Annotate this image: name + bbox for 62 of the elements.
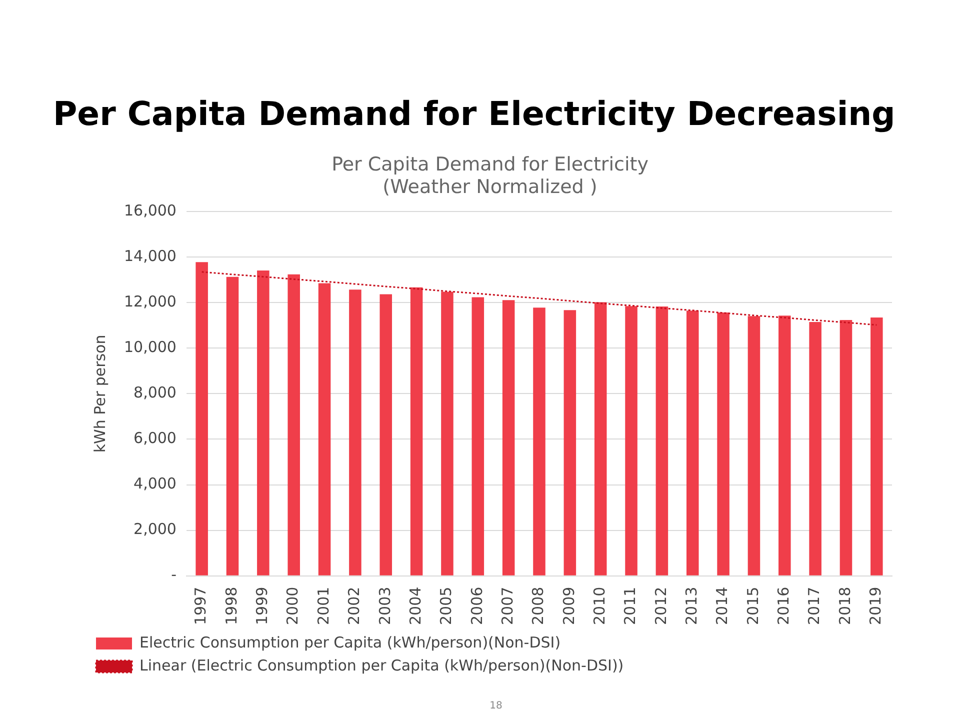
bar <box>656 306 668 576</box>
bar <box>410 287 423 576</box>
bar <box>196 262 208 576</box>
y-tick-label: 12,000 <box>124 292 176 311</box>
x-tick-label: 2001 <box>314 586 332 626</box>
x-tick-label: 2000 <box>284 586 302 626</box>
bar <box>748 316 760 576</box>
x-tick-label: 2011 <box>621 586 640 626</box>
x-tick-label: 2009 <box>560 586 578 626</box>
bar <box>809 322 822 576</box>
x-tick-label: 1997 <box>192 586 210 626</box>
x-tick-label: 2003 <box>376 586 394 626</box>
x-tick-label: 2015 <box>744 586 762 626</box>
bar <box>349 290 362 576</box>
x-tick-label: 2004 <box>406 586 424 626</box>
y-tick-label: 14,000 <box>124 247 176 266</box>
x-tick-label: 1998 <box>222 586 240 626</box>
x-tick-label: 2012 <box>652 586 670 626</box>
legend-label: Electric Consumption per Capita (kWh/person)(Non-DSI) <box>140 633 561 652</box>
bar <box>288 274 300 576</box>
x-tick-label: 2005 <box>437 586 456 626</box>
x-tick-label: 2006 <box>468 586 486 626</box>
text: 18 <box>490 700 502 712</box>
legend-label: Linear (Electric Consumption per Capita (kWh/person)(Non-DSI)) <box>140 656 624 674</box>
x-tick-label: 2008 <box>529 586 548 626</box>
y-tick-label: 6,000 <box>134 429 176 448</box>
y-tick-label: 16,000 <box>124 201 176 220</box>
bar <box>441 292 454 576</box>
bar <box>717 312 730 576</box>
bar <box>686 310 699 576</box>
line-series <box>201 271 878 326</box>
x-tick-label: 2017 <box>805 586 824 626</box>
chart-title: Per Capita Demand for Electricity Decreasing <box>52 93 896 135</box>
x-tick-label: 2002 <box>345 586 364 626</box>
x-tick-label: 2013 <box>682 586 701 626</box>
y-tick-label: 10,000 <box>124 338 176 356</box>
bar <box>257 270 270 576</box>
x-tick-label: 2019 <box>866 586 885 626</box>
bar <box>533 308 546 576</box>
y-tick-label: 2,000 <box>134 520 176 538</box>
bar <box>318 283 331 576</box>
y-tick-label: 4,000 <box>134 474 176 493</box>
bar <box>778 316 791 576</box>
y-tick-label: 8,000 <box>134 384 176 402</box>
y-axis-title: kWh Per person <box>90 334 109 453</box>
x-tick-label: 2007 <box>498 586 516 626</box>
bar <box>564 310 576 576</box>
y-tick-label: - <box>171 566 176 584</box>
chart-subtitle: Per Capita Demand for Electricity (Weather Normalized ) <box>332 153 648 198</box>
x-tick-label: 2018 <box>836 586 854 626</box>
x-tick-label: 2016 <box>774 586 793 626</box>
bar <box>226 276 239 576</box>
bar <box>870 317 883 576</box>
bar <box>625 306 638 576</box>
bar <box>840 320 852 576</box>
bar <box>380 294 392 576</box>
x-tick-label: 2014 <box>713 586 732 626</box>
bar <box>502 300 515 576</box>
bar <box>472 297 484 576</box>
x-tick-label: 2010 <box>590 586 608 626</box>
bar <box>594 302 607 576</box>
x-tick-label: 1999 <box>253 586 272 626</box>
